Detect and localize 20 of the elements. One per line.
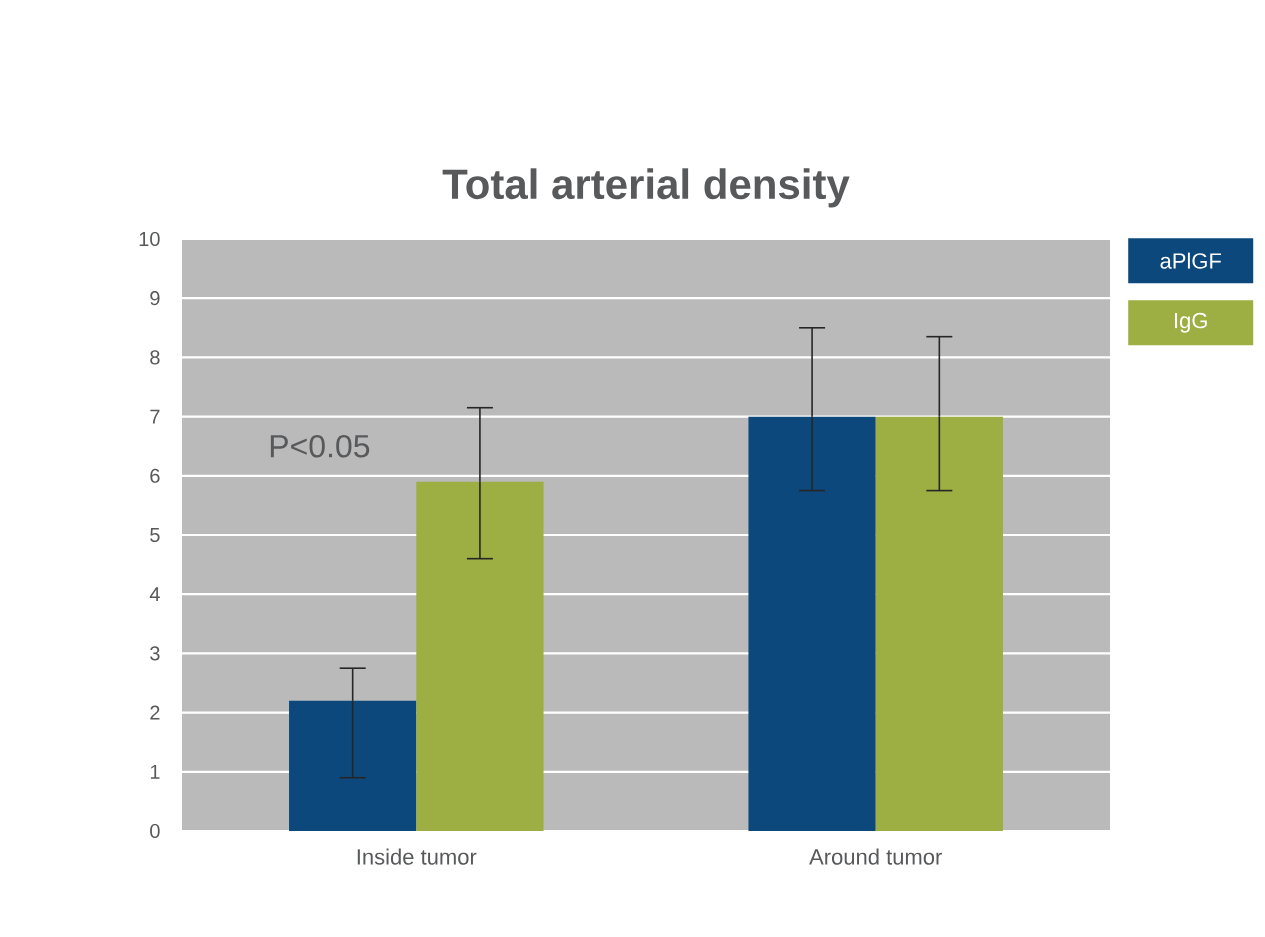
bar xyxy=(416,481,544,831)
y-tick-label: 0 xyxy=(150,823,160,839)
y-tick-label: 6 xyxy=(150,468,160,483)
bar xyxy=(748,416,876,831)
y-tick-label: 2 xyxy=(150,705,160,720)
y-tick-label: 4 xyxy=(149,587,160,602)
y-tick-label: 7 xyxy=(150,409,160,424)
y-tick-label: 10 xyxy=(139,231,160,247)
x-tick-label: Around tumor xyxy=(809,848,942,865)
text: IgG xyxy=(1175,312,1207,333)
text: aPlGF xyxy=(1160,252,1222,269)
x-tick-label: Inside tumor xyxy=(357,848,477,865)
y-tick-label: 8 xyxy=(150,350,160,365)
chart-title: Total arterial density xyxy=(442,168,850,208)
y-tick-label: 1 xyxy=(150,764,160,779)
y-tick-label: 9 xyxy=(150,291,160,306)
y-tick-label: 5 xyxy=(150,528,160,542)
annotation: P<0.05 xyxy=(270,434,370,458)
bar xyxy=(875,416,1003,831)
y-tick-label: 3 xyxy=(150,646,160,661)
